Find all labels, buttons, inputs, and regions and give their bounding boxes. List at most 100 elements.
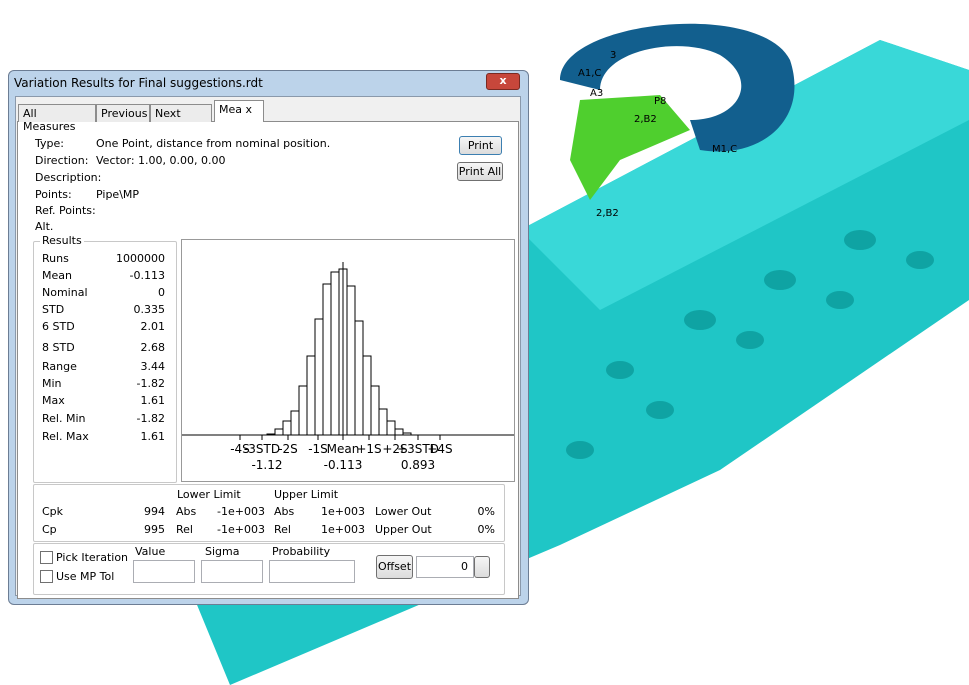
result-value: 1000000 (95, 252, 165, 265)
annotation: P8 (654, 96, 666, 107)
result-label: 6 STD (42, 320, 75, 333)
use-mp-tol-label: Use MP Tol (56, 570, 114, 583)
limit-label: Lower Out (375, 505, 431, 518)
annotation: A3 (590, 88, 603, 99)
limit-value: 995 (100, 523, 165, 536)
result-label: Range (42, 360, 77, 373)
value-label: Value (135, 545, 165, 558)
sigma-label: Mean (327, 442, 360, 456)
info-value: One Point, distance from nominal positio… (96, 137, 330, 150)
histogram-bar (291, 411, 299, 435)
value-label: -0.113 (324, 458, 363, 472)
limit-value: 1e+003 (300, 505, 365, 518)
result-label: Rel. Max (42, 430, 89, 443)
checkbox[interactable] (40, 551, 53, 564)
results-title: Results (40, 234, 84, 247)
histogram-bar (379, 409, 387, 435)
info-label: Description: (35, 171, 101, 184)
histogram-bar (267, 434, 275, 435)
result-value: 1.61 (95, 394, 165, 407)
result-value: -1.82 (95, 412, 165, 425)
info-label: Type: (35, 137, 64, 150)
histogram-bar (395, 429, 403, 435)
histogram-bar (315, 319, 323, 435)
annotation: 3 (610, 50, 616, 61)
info-value: Pipe\MP (96, 188, 139, 201)
spinner[interactable] (474, 556, 490, 578)
histogram-bar (299, 386, 307, 435)
checkbox[interactable] (40, 570, 53, 583)
offset-input[interactable]: 0 (416, 556, 474, 578)
limit-value: 994 (100, 505, 165, 518)
result-value: 0.335 (95, 303, 165, 316)
result-value: -1.82 (95, 377, 165, 390)
limits-header: Lower Limit (177, 488, 241, 501)
limit-label: Rel (176, 523, 193, 536)
info-label: Ref. Points: (35, 204, 96, 217)
info-label: Points: (35, 188, 72, 201)
print-all-button[interactable]: Print All (457, 162, 503, 181)
offset-button[interactable]: Offset (376, 555, 413, 579)
sigma-label: +1S (356, 442, 381, 456)
limit-label: Cpk (42, 505, 63, 518)
pick-iteration-label: Pick Iteration (56, 551, 128, 564)
histogram-bar (275, 429, 283, 435)
annotation: 2,B2 (634, 114, 657, 125)
histogram-bar (307, 356, 315, 435)
result-value: 3.44 (95, 360, 165, 373)
result-label: Min (42, 377, 62, 390)
limit-value: 1e+003 (300, 523, 365, 536)
histogram-bar (331, 272, 339, 435)
limit-value: -1e+003 (200, 505, 265, 518)
result-value: 1.61 (95, 430, 165, 443)
result-label: STD (42, 303, 64, 316)
result-label: Rel. Min (42, 412, 85, 425)
close-button[interactable]: x (486, 73, 520, 90)
probability-label: Probability (272, 545, 330, 558)
limit-value: 0% (440, 505, 495, 518)
sigma-input[interactable] (201, 560, 263, 583)
tab[interactable]: Previous (96, 104, 150, 122)
print-button[interactable]: Print (459, 136, 502, 155)
histogram-bar (403, 433, 411, 435)
histogram: -4S-3STD-2S-1SMean+1S+2S+3STD+4S-1.12-0.… (181, 239, 515, 482)
result-label: 8 STD (42, 341, 75, 354)
tab[interactable]: Next (150, 104, 212, 122)
limit-label: Cp (42, 523, 57, 536)
result-value: 2.01 (95, 320, 165, 333)
tab-active[interactable]: Mea x (214, 100, 264, 122)
histogram-bar (387, 421, 395, 435)
result-value: -0.113 (95, 269, 165, 282)
result-label: Mean (42, 269, 72, 282)
sigma-label: -3STD (244, 442, 280, 456)
window-title: Variation Results for Final suggestions.… (14, 76, 263, 90)
limits-header: Upper Limit (274, 488, 338, 501)
annotation: 2,B2 (596, 208, 619, 219)
limit-value: -1e+003 (200, 523, 265, 536)
value-label: -1.12 (251, 458, 282, 472)
result-label: Runs (42, 252, 69, 265)
info-label: Alt. (35, 220, 53, 233)
annotation: M1,C (712, 144, 737, 155)
tab[interactable]: All Measures (18, 104, 96, 122)
histogram-bar (363, 356, 371, 435)
histogram-bar (371, 386, 379, 435)
sigma-label: +4S (427, 442, 452, 456)
value-label: 0.893 (401, 458, 435, 472)
result-label: Nominal (42, 286, 88, 299)
result-label: Max (42, 394, 65, 407)
histogram-bar (283, 421, 291, 435)
annotation: A1,C (578, 68, 601, 79)
limit-label: Abs (274, 505, 294, 518)
probability-input[interactable] (269, 560, 355, 583)
limit-label: Rel (274, 523, 291, 536)
info-label: Direction: (35, 154, 88, 167)
histogram-bar (323, 284, 331, 435)
result-value: 2.68 (95, 341, 165, 354)
sigma-label: -1S (308, 442, 328, 456)
info-value: Vector: 1.00, 0.00, 0.00 (96, 154, 226, 167)
value-input[interactable] (133, 560, 195, 583)
sigma-label: -2S (278, 442, 298, 456)
sigma-label: Sigma (205, 545, 239, 558)
histogram-bar (355, 321, 363, 435)
